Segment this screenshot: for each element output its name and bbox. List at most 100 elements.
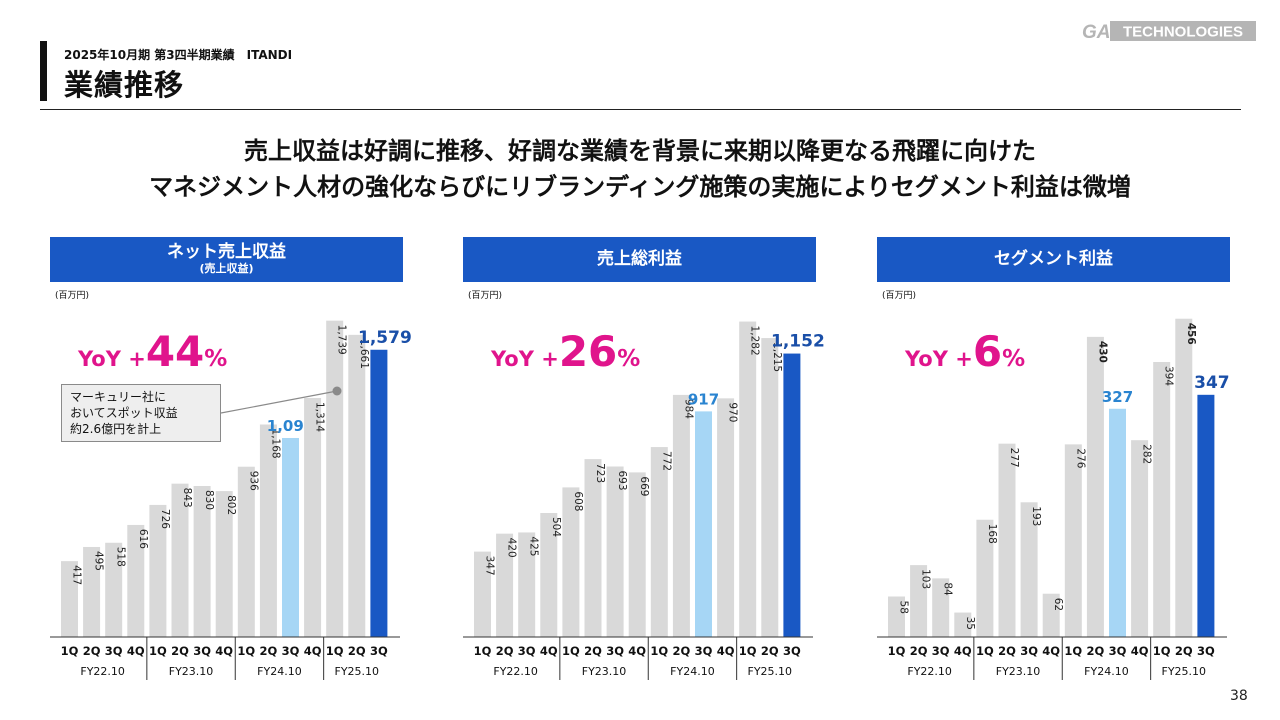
data-label: 103	[920, 569, 932, 589]
yoy-value: 6	[973, 327, 1002, 376]
bar	[910, 565, 928, 637]
quarter-tick-label: 1Q	[1153, 644, 1171, 658]
fiscal-year-label: FY25.10	[748, 665, 793, 678]
bar	[1131, 440, 1149, 637]
fiscal-year-label: FY23.10	[582, 665, 627, 678]
data-label: 84	[942, 582, 954, 596]
yoy-label: YoY +26%	[490, 327, 640, 376]
bar	[739, 321, 757, 637]
data-label: 347	[1194, 373, 1230, 393]
yoy-prefix: YoY +	[490, 347, 559, 371]
bar	[370, 349, 388, 637]
data-label: 1,661	[358, 339, 370, 369]
unit-label: (百万円)	[468, 291, 503, 301]
callout-note: マーキュリー社に おいてスポット収益 約2.6億円を計上	[61, 384, 221, 442]
data-label: 843	[181, 488, 193, 508]
quarter-tick-label: 4Q	[628, 644, 646, 658]
quarter-tick-label: 3Q	[695, 644, 713, 658]
data-label: 327	[1102, 388, 1133, 406]
bar	[282, 437, 299, 637]
data-label: 1,168	[269, 429, 281, 459]
data-label: 802	[225, 495, 237, 515]
quarter-tick-label: 2Q	[1175, 644, 1193, 658]
quarter-tick-label: 2Q	[584, 644, 602, 658]
quarter-tick-label: 3Q	[370, 644, 388, 658]
bar	[1175, 318, 1193, 637]
svg-text:TECHNOLOGIES: TECHNOLOGIES	[1123, 24, 1243, 41]
page-title: 業績推移	[64, 68, 185, 102]
data-label: 504	[550, 517, 562, 537]
quarter-tick-label: 2Q	[83, 644, 101, 658]
quarter-tick-label: 1Q	[474, 644, 492, 658]
fiscal-year-label: FY23.10	[996, 665, 1041, 678]
bar	[1042, 593, 1060, 637]
data-label: 984	[682, 399, 694, 419]
company-logo: GA TECHNOLOGIES	[1082, 21, 1256, 42]
quarter-tick-label: 1Q	[326, 644, 344, 658]
fiscal-year-label: FY22.10	[907, 665, 952, 678]
data-label: 430	[1096, 341, 1108, 363]
data-label: 394	[1163, 366, 1175, 386]
data-label: 495	[93, 551, 105, 571]
data-label: 1,282	[749, 326, 761, 356]
quarter-tick-label: 1Q	[61, 644, 79, 658]
bar	[105, 542, 123, 637]
chart-title: 売上総利益	[597, 249, 682, 269]
quarter-tick-label: 4Q	[127, 644, 145, 658]
yoy-value: 26	[559, 327, 617, 376]
quarter-tick-label: 2Q	[910, 644, 928, 658]
quarter-tick-label: 4Q	[717, 644, 735, 658]
data-label: 282	[1141, 444, 1153, 464]
bar	[888, 596, 905, 637]
chart-net-revenue: YoY +44% 417 495 518 616 726 843 830 802 936 1,168…	[50, 320, 412, 680]
bar	[259, 424, 277, 637]
quarter-tick-label: 1Q	[1064, 644, 1082, 658]
bar	[348, 334, 366, 637]
quarter-tick-label: 2Q	[761, 644, 779, 658]
data-label: 168	[986, 524, 998, 544]
data-label: 1,094	[267, 417, 314, 435]
quarter-tick-label: 3Q	[1020, 644, 1038, 658]
bar	[1020, 502, 1038, 637]
yoy-prefix: YoY +	[77, 347, 146, 371]
unit-label: (百万円)	[55, 291, 90, 301]
bar	[540, 512, 558, 637]
fiscal-year-label: FY22.10	[493, 665, 538, 678]
quarter-tick-label: 3Q	[1197, 644, 1215, 658]
panel-gross-profit: 売上総利益 (百万円) YoY +26% 347 420 425 504 608 723 69…	[463, 237, 825, 684]
yoy-label: YoY +44%	[77, 327, 227, 376]
quarter-tick-label: 3Q	[783, 644, 801, 658]
bar	[518, 532, 536, 637]
fiscal-year-label: FY24.10	[1084, 665, 1129, 678]
data-label: 420	[506, 538, 518, 558]
data-label: 917	[688, 390, 719, 408]
quarter-tick-label: 3Q	[105, 644, 123, 658]
data-label: 1,739	[336, 325, 348, 355]
fiscal-year-label: FY23.10	[169, 665, 214, 678]
bar	[326, 320, 344, 637]
fiscal-year-label: FY24.10	[670, 665, 715, 678]
bar	[193, 486, 211, 637]
bar	[215, 491, 233, 637]
bar	[717, 398, 735, 637]
bar	[783, 353, 801, 637]
headline-line-2: マネジメント人材の強化ならびにリブランディング施策の実施によりセグメント利益は微…	[149, 173, 1131, 201]
data-label: 276	[1074, 448, 1086, 468]
quarter-tick-label: 3Q	[606, 644, 624, 658]
bar	[61, 561, 78, 637]
data-label: 1,314	[314, 402, 326, 432]
yoy-unit: %	[617, 346, 640, 372]
bar	[149, 504, 167, 637]
headline-line-1: 売上収益は好調に推移、好調な業績を背景に来期以降更なる飛躍に向けた	[244, 137, 1036, 165]
callout-line: マーキュリー社に	[70, 390, 167, 404]
quarter-tick-label: 2Q	[673, 644, 691, 658]
header-accent-bar	[40, 41, 47, 101]
panel-net-revenue: ネット売上収益 (売上収益) (百万円) YoY +44% 417 495 518 61…	[50, 237, 412, 684]
quarter-tick-label: 1Q	[976, 644, 994, 658]
chart-segment-profit: YoY +6% 58 103 84 35 168 277 193 62 276 430 327 282 3…	[877, 318, 1230, 680]
bar	[650, 447, 668, 637]
header-divider	[40, 109, 1241, 110]
bar	[237, 466, 255, 637]
quarter-tick-label: 4Q	[1131, 644, 1149, 658]
quarter-tick-label: 1Q	[888, 644, 906, 658]
